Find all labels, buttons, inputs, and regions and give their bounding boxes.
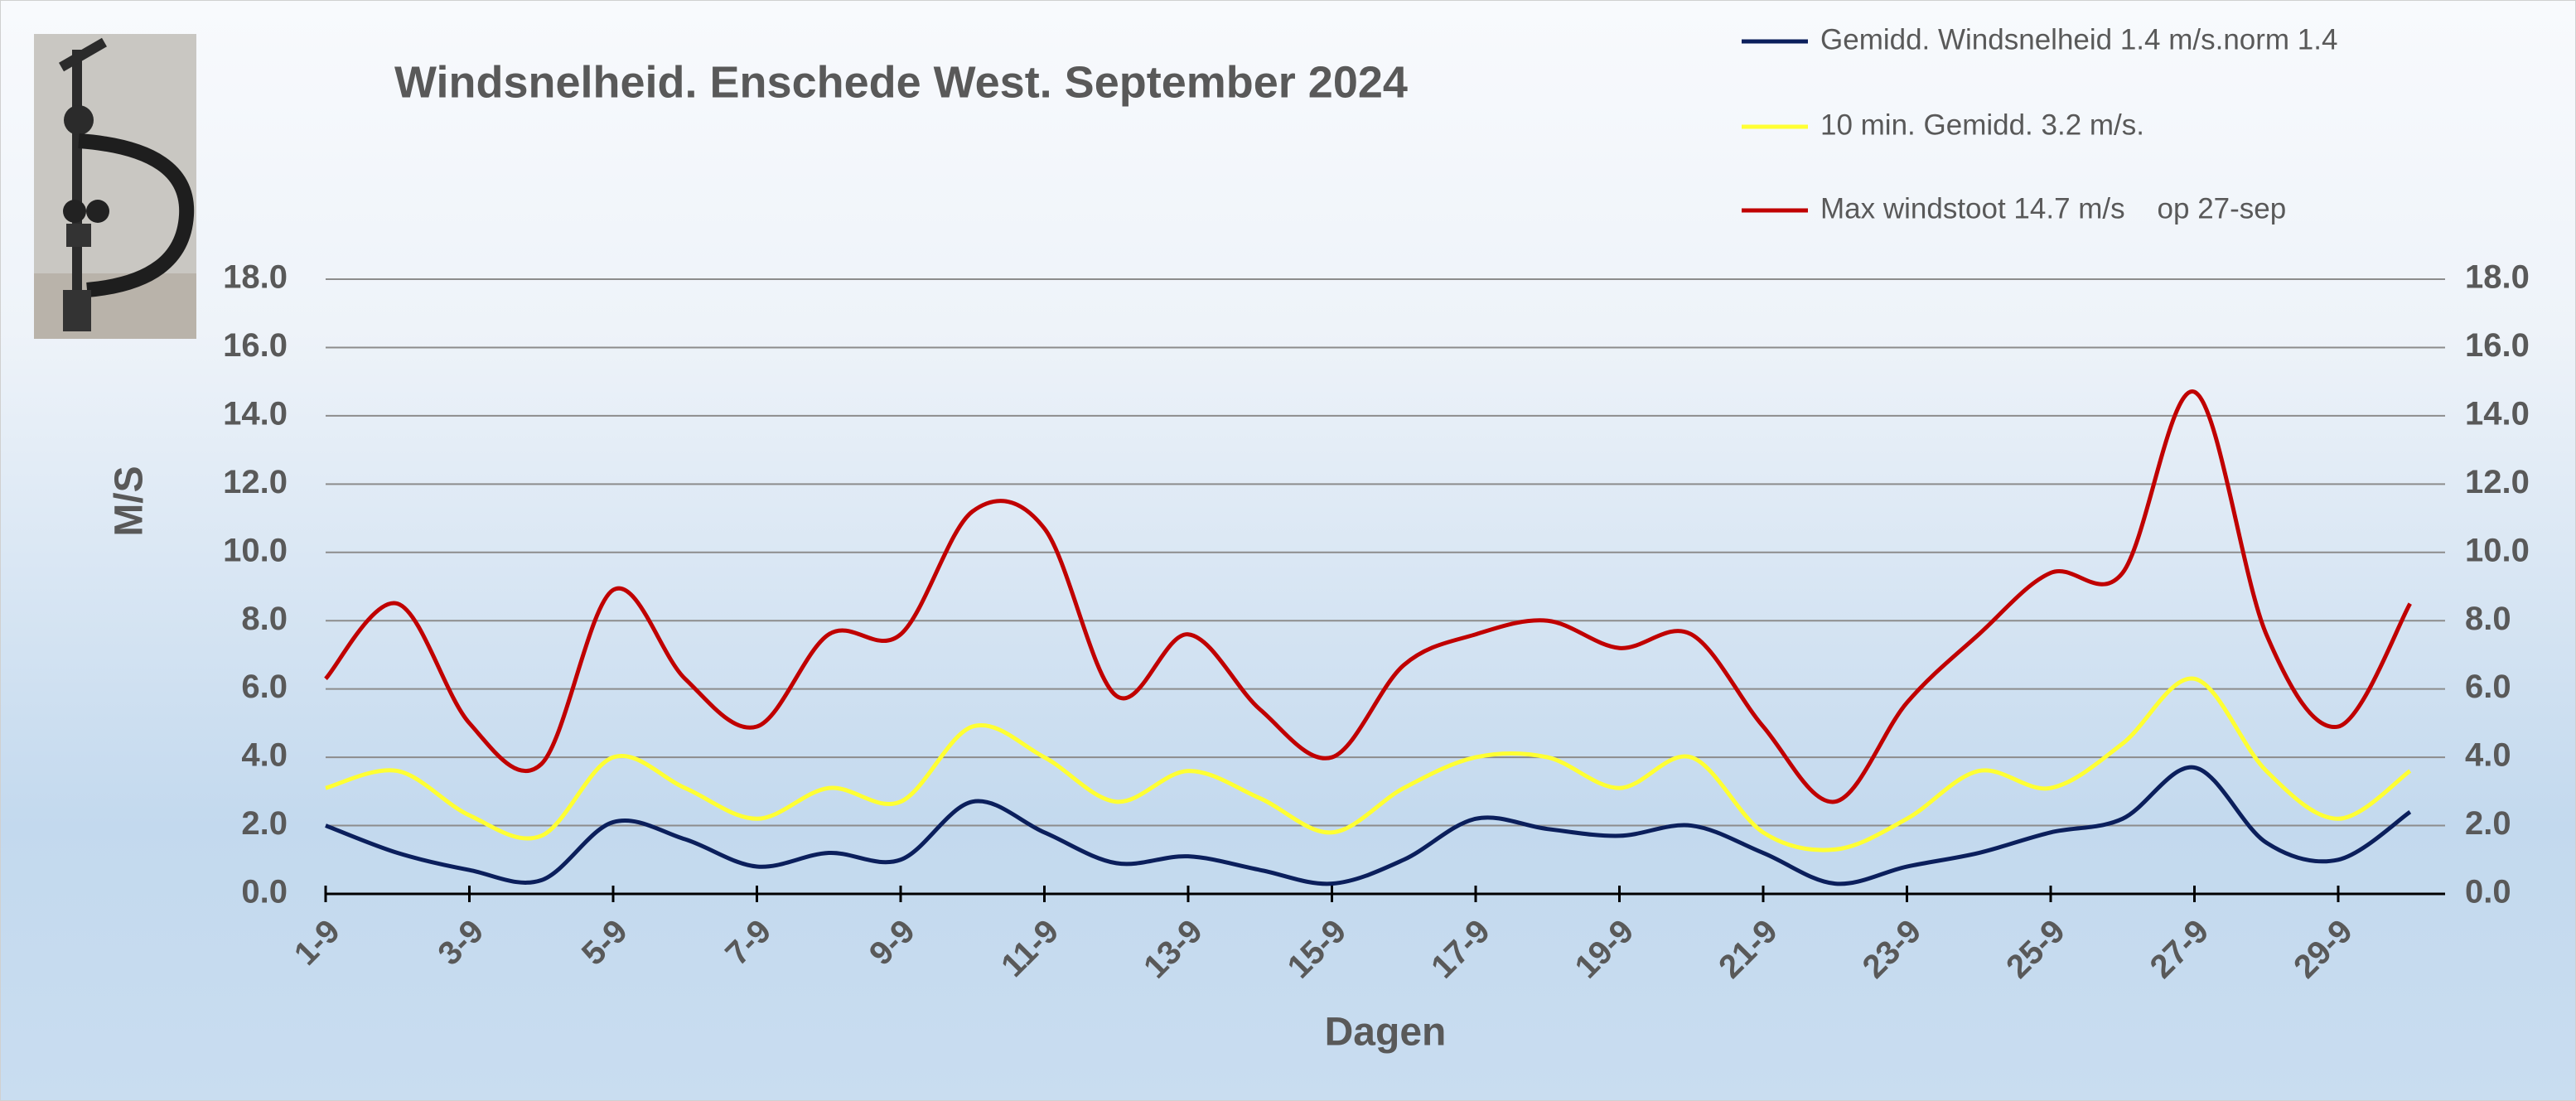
y2-tick-label: 16.0 [2465, 327, 2530, 364]
y2-tick-label: 18.0 [2465, 259, 2530, 296]
legend-label: 10 min. Gemidd. 3.2 m/s. [1820, 109, 2144, 141]
y2-tick-label: 10.0 [2465, 532, 2530, 568]
y2-tick-label: 12.0 [2465, 464, 2530, 500]
y-tick-label: 6.0 [241, 669, 288, 705]
chart-title: Windsnelheid. Enschede West. September 2… [394, 57, 1408, 107]
line-series [324, 389, 2412, 804]
y-tick-label: 14.0 [223, 395, 288, 432]
y-tick-label: 0.0 [241, 874, 288, 910]
y-tick-label: 12.0 [223, 464, 288, 500]
y2-tick-label: 14.0 [2465, 395, 2530, 432]
y-tick-label: 16.0 [223, 327, 288, 364]
y-tick-label: 4.0 [241, 737, 288, 774]
y2-tick-label: 6.0 [2465, 669, 2511, 705]
line-series [325, 765, 2412, 886]
x-axis-label: Dagen [1325, 1011, 1447, 1055]
y-tick-label: 8.0 [241, 601, 288, 637]
legend-label: Gemidd. Windsnelheid 1.4 m/s.norm 1.4 [1820, 23, 2337, 56]
photo [34, 34, 196, 339]
y2-tick-label: 8.0 [2465, 601, 2511, 637]
y2-tick-label: 2.0 [2465, 805, 2511, 842]
y2-tick-label: 0.0 [2465, 874, 2511, 910]
legend-label: Max windstoot 14.7 m/s op 27-sep [1820, 192, 2286, 225]
y-tick-label: 18.0 [223, 259, 288, 296]
y-tick-label: 2.0 [241, 805, 288, 842]
y-tick-label: 10.0 [223, 532, 288, 568]
line-series [325, 676, 2412, 852]
y-axis-label: M/S [108, 466, 152, 536]
y2-tick-label: 4.0 [2465, 737, 2511, 774]
